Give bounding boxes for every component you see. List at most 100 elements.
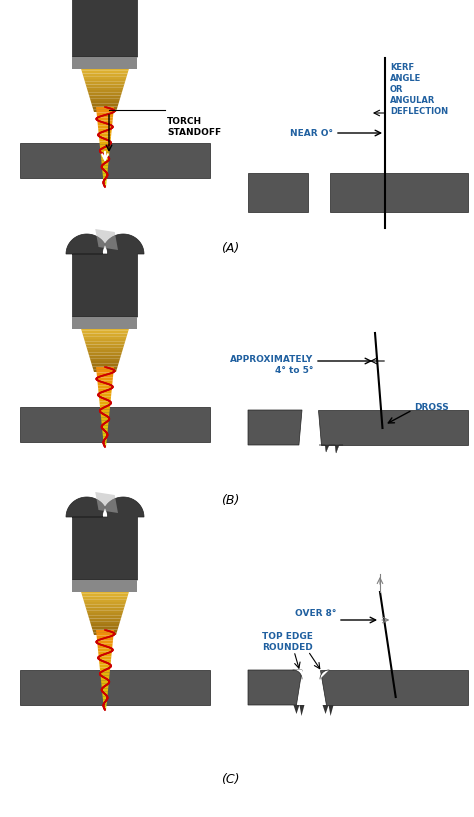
Polygon shape <box>90 358 120 361</box>
Polygon shape <box>99 134 111 136</box>
Polygon shape <box>79 323 131 325</box>
Polygon shape <box>100 150 110 152</box>
Polygon shape <box>99 657 111 659</box>
Text: TOP EDGE
ROUNDED: TOP EDGE ROUNDED <box>262 632 313 652</box>
Polygon shape <box>97 641 113 643</box>
Polygon shape <box>99 139 111 141</box>
Polygon shape <box>102 426 108 428</box>
Polygon shape <box>102 431 108 434</box>
Polygon shape <box>85 82 125 84</box>
Polygon shape <box>100 665 110 667</box>
Polygon shape <box>96 367 114 369</box>
Text: WORK: WORK <box>382 187 416 197</box>
Polygon shape <box>96 107 114 109</box>
Polygon shape <box>99 136 111 139</box>
Polygon shape <box>100 413 109 415</box>
Polygon shape <box>92 106 118 109</box>
Polygon shape <box>100 670 110 672</box>
Polygon shape <box>97 375 113 377</box>
Polygon shape <box>102 171 108 174</box>
Polygon shape <box>86 608 124 610</box>
Polygon shape <box>85 342 125 345</box>
Polygon shape <box>82 71 128 74</box>
Polygon shape <box>99 396 111 399</box>
Polygon shape <box>104 708 106 710</box>
Polygon shape <box>98 123 112 126</box>
Polygon shape <box>96 630 114 632</box>
Polygon shape <box>90 621 120 624</box>
Polygon shape <box>99 659 111 662</box>
Polygon shape <box>330 173 468 212</box>
Polygon shape <box>78 319 132 323</box>
Polygon shape <box>91 104 118 106</box>
Polygon shape <box>248 670 302 705</box>
Polygon shape <box>97 115 113 118</box>
Polygon shape <box>102 689 108 691</box>
Polygon shape <box>99 391 111 394</box>
Polygon shape <box>90 98 120 101</box>
Polygon shape <box>100 402 110 404</box>
Polygon shape <box>97 636 113 638</box>
Bar <box>20 670 210 705</box>
Polygon shape <box>87 613 123 616</box>
Polygon shape <box>101 160 109 163</box>
Polygon shape <box>97 377 113 381</box>
Polygon shape <box>101 155 109 158</box>
Polygon shape <box>86 84 124 87</box>
Polygon shape <box>80 588 130 591</box>
Polygon shape <box>102 428 108 431</box>
Polygon shape <box>87 610 123 613</box>
Polygon shape <box>66 234 144 317</box>
Bar <box>20 407 210 442</box>
Polygon shape <box>100 145 110 147</box>
Polygon shape <box>98 649 112 651</box>
Polygon shape <box>100 667 110 670</box>
Polygon shape <box>88 616 122 618</box>
Polygon shape <box>101 681 109 683</box>
Polygon shape <box>100 141 110 145</box>
Polygon shape <box>322 705 334 716</box>
Polygon shape <box>100 409 110 413</box>
Polygon shape <box>84 79 126 82</box>
Polygon shape <box>82 594 128 596</box>
Polygon shape <box>98 383 112 386</box>
Polygon shape <box>95 492 118 513</box>
Polygon shape <box>101 163 109 166</box>
Polygon shape <box>99 394 111 396</box>
Polygon shape <box>85 605 125 608</box>
Polygon shape <box>104 444 106 447</box>
Polygon shape <box>101 678 109 681</box>
Polygon shape <box>91 361 119 364</box>
Polygon shape <box>96 632 114 636</box>
Polygon shape <box>79 62 131 65</box>
Polygon shape <box>104 185 106 187</box>
Polygon shape <box>101 683 109 686</box>
Text: DROSS: DROSS <box>414 403 449 412</box>
Polygon shape <box>97 120 113 123</box>
Polygon shape <box>248 410 302 445</box>
Polygon shape <box>93 109 117 112</box>
Polygon shape <box>83 337 127 339</box>
Polygon shape <box>92 630 118 632</box>
Polygon shape <box>101 158 109 160</box>
Polygon shape <box>81 68 129 71</box>
Text: (B): (B) <box>221 493 239 507</box>
Polygon shape <box>100 152 109 155</box>
Polygon shape <box>80 65 130 68</box>
Polygon shape <box>99 662 111 665</box>
Polygon shape <box>97 112 113 115</box>
Polygon shape <box>84 602 126 605</box>
Polygon shape <box>103 179 107 181</box>
Polygon shape <box>73 57 137 69</box>
Polygon shape <box>320 670 329 679</box>
Bar <box>20 143 210 178</box>
Polygon shape <box>81 328 129 331</box>
Polygon shape <box>66 497 144 580</box>
Polygon shape <box>100 672 110 676</box>
Polygon shape <box>78 60 132 62</box>
Polygon shape <box>88 93 122 96</box>
Polygon shape <box>318 410 468 445</box>
Polygon shape <box>81 591 129 594</box>
Polygon shape <box>98 128 112 131</box>
Polygon shape <box>84 339 126 342</box>
